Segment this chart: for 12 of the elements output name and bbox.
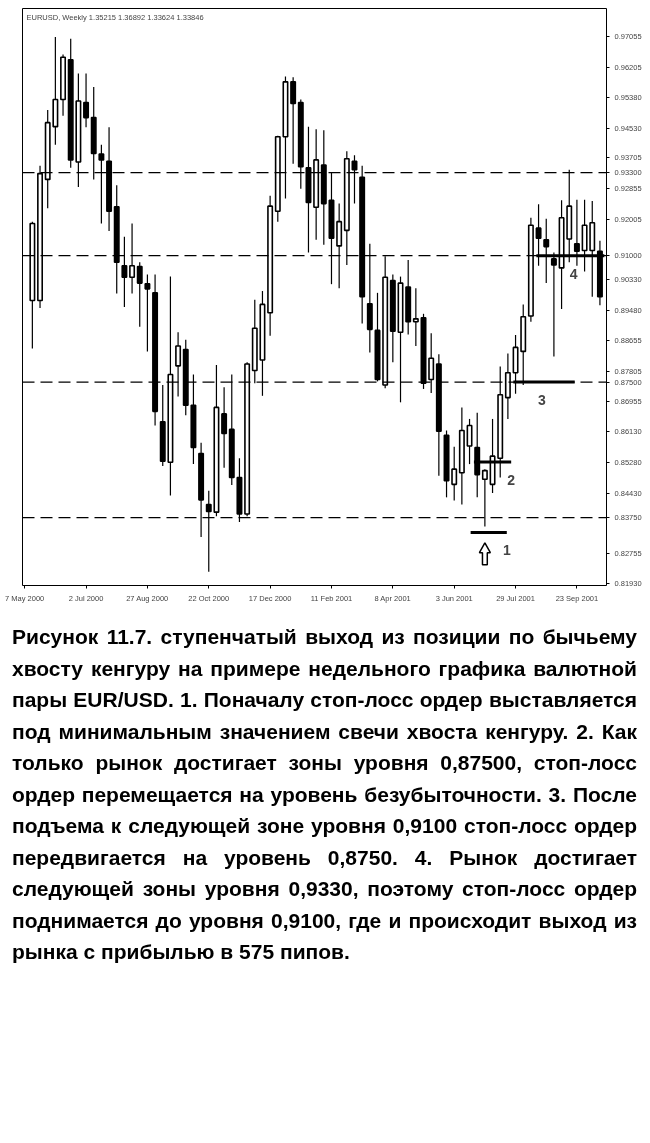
candlestick xyxy=(466,418,473,465)
annotation: 2 xyxy=(507,471,516,488)
text: Рисунок 11.7. ступенчатый выход из позиции по бычьему хвосту кенгуру на примере недельного графика валютной пары EUR/USD. 1. Поначалу стоп-лосс ордер выставляется под минимальным значением свечи хвоста кенгуру. 2. Как только рынок достигает зоны уровня 0,87500, стоп-лосс ордер перемещается на уровень безубыточности. 3. После подъема к следующей зоне уровня 0,9100 стоп-лосс ордер передвигается на уровень 0,8750. 4. Рынок достигает следующей зоны уровня 0,9330, поэтому стоп-лосс ордер поднимается до уровня 0,9100, где и происходит выход из рынка с прибылью в 575 пипов. xyxy=(12,625,637,963)
annotation: 1 xyxy=(502,542,511,559)
annotation: 3 xyxy=(537,392,546,409)
candlestick xyxy=(83,72,90,128)
candlestick xyxy=(290,76,297,165)
candlestick xyxy=(136,261,143,328)
annotation: 4 xyxy=(569,265,578,282)
candlestick xyxy=(144,273,151,352)
candlestick xyxy=(412,287,419,347)
candlestick xyxy=(221,386,228,469)
